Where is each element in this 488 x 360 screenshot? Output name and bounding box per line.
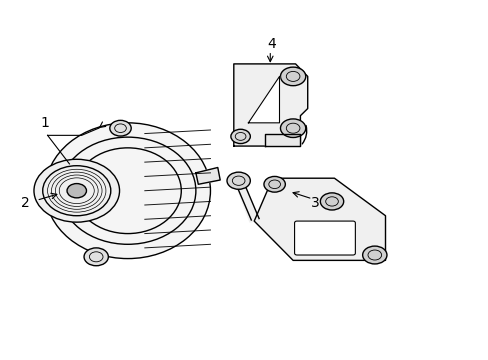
Circle shape xyxy=(67,184,86,198)
Circle shape xyxy=(34,159,119,222)
Circle shape xyxy=(280,119,305,138)
FancyArrow shape xyxy=(234,179,258,222)
FancyBboxPatch shape xyxy=(294,221,355,255)
Text: 1: 1 xyxy=(41,116,49,130)
Circle shape xyxy=(110,120,131,136)
Polygon shape xyxy=(254,178,385,260)
Polygon shape xyxy=(233,64,307,146)
Circle shape xyxy=(264,176,285,192)
Circle shape xyxy=(280,67,305,86)
Polygon shape xyxy=(196,167,220,184)
Polygon shape xyxy=(248,76,279,123)
Text: 3: 3 xyxy=(310,196,319,210)
Polygon shape xyxy=(265,134,300,146)
Circle shape xyxy=(226,172,250,189)
Text: 4: 4 xyxy=(266,37,275,51)
Ellipse shape xyxy=(45,123,210,258)
Circle shape xyxy=(230,129,250,144)
Circle shape xyxy=(84,248,108,266)
Text: 2: 2 xyxy=(21,196,30,210)
Circle shape xyxy=(362,246,386,264)
Circle shape xyxy=(320,193,343,210)
